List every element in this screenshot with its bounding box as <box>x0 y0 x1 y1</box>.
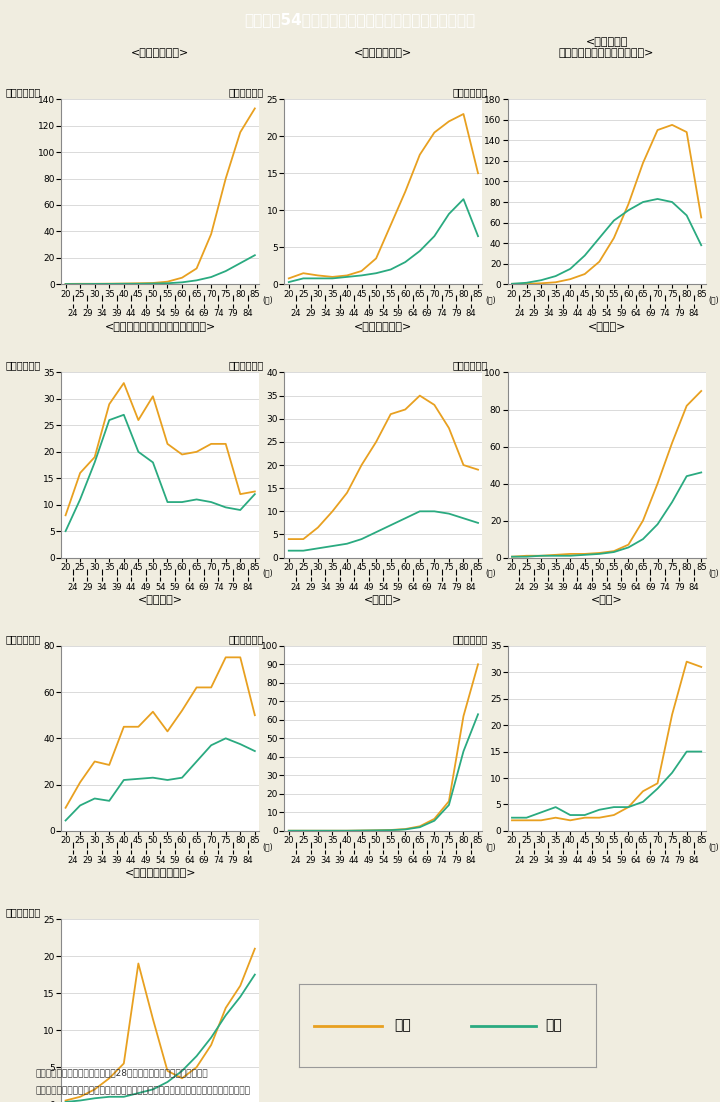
Text: <肩こり症>: <肩こり症> <box>138 595 183 605</box>
Text: Ｉ－特－54図　男女別の通院者率（女性に多い疾患）: Ｉ－特－54図 男女別の通院者率（女性に多い疾患） <box>244 12 476 26</box>
Text: （人口千対）: （人口千対） <box>229 634 264 644</box>
Text: <うつ病やその他のこころの病気>: <うつ病やその他のこころの病気> <box>104 322 216 332</box>
Text: (歳): (歳) <box>708 842 719 851</box>
Text: <貧血・血液の病気>: <貧血・血液の病気> <box>125 868 196 878</box>
Text: (歳): (歳) <box>262 295 273 304</box>
Text: (歳): (歳) <box>485 295 496 304</box>
Text: (歳): (歳) <box>708 295 719 304</box>
Text: （人口千対）: （人口千対） <box>6 360 41 370</box>
Text: (歳): (歳) <box>262 569 273 577</box>
Text: （人口千対）: （人口千対） <box>452 87 487 97</box>
Text: (歳): (歳) <box>485 842 496 851</box>
Text: （人口千対）: （人口千対） <box>6 907 41 917</box>
Text: <関節症>: <関節症> <box>588 322 626 332</box>
Text: <関節リウマチ>: <関節リウマチ> <box>354 48 413 58</box>
Text: （人口千対）: （人口千対） <box>452 634 487 644</box>
Text: <骨折>: <骨折> <box>590 595 623 605</box>
Text: （人口千対）: （人口千対） <box>452 360 487 370</box>
Text: （備考）　１．厚生労働省「平成28年国民生活基礎調査」より作成。: （備考） １．厚生労働省「平成28年国民生活基礎調査」より作成。 <box>36 1069 209 1078</box>
Text: <脂質異常症
（高コレステロール血症等）>: <脂質異常症 （高コレステロール血症等）> <box>559 36 654 58</box>
Text: <認知症>: <認知症> <box>364 595 402 605</box>
Text: 女性: 女性 <box>394 1018 410 1033</box>
Text: （人口千対）: （人口千対） <box>6 634 41 644</box>
Text: （人口千対）: （人口千対） <box>6 87 41 97</box>
Text: ２．通院者には入院者は含まないが，母数となる世帯人員には入院者を含む。: ２．通院者には入院者は含まないが，母数となる世帯人員には入院者を含む。 <box>36 1087 251 1095</box>
Text: （人口千対）: （人口千対） <box>229 360 264 370</box>
Text: <骨粗しょう症>: <骨粗しょう症> <box>131 48 189 58</box>
Text: <甲状腺の病気>: <甲状腺の病気> <box>354 322 413 332</box>
Text: （人口千対）: （人口千対） <box>229 87 264 97</box>
Text: (歳): (歳) <box>485 569 496 577</box>
Text: (歳): (歳) <box>708 569 719 577</box>
Text: (歳): (歳) <box>262 842 273 851</box>
Text: 男性: 男性 <box>545 1018 562 1033</box>
